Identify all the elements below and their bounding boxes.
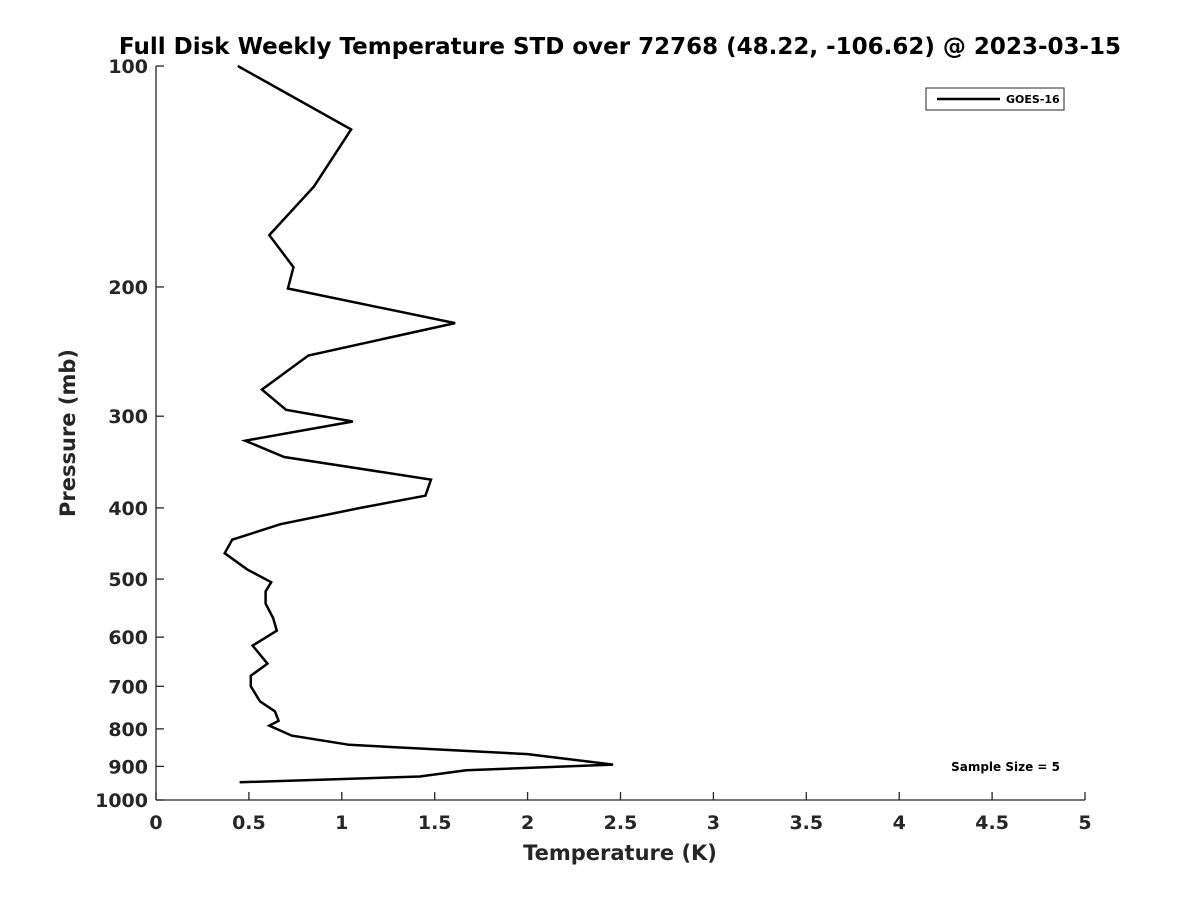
x-tick-label: 1	[335, 812, 348, 834]
y-tick-label: 1000	[95, 790, 148, 812]
x-tick-label: 4	[893, 812, 906, 834]
x-tick-label: 2	[521, 812, 534, 834]
x-tick-group: 0 0.5 1 1.5 2 2.5 3 3.5 4 4.5 5	[149, 792, 1092, 834]
plot-area: 0 0.5 1 1.5 2 2.5 3 3.5 4 4.5 5 100 200 300 400 500 600…	[95, 56, 1092, 834]
sample-size-annotation: Sample Size = 5	[951, 760, 1060, 774]
y-axis-label: Pressure (mb)	[56, 349, 80, 517]
x-tick-label: 2.5	[604, 812, 638, 834]
x-tick-label: 4.5	[975, 812, 1009, 834]
y-tick-group: 100 200 300 400 500 600 700 800 900 1000	[95, 56, 164, 812]
y-tick-label: 600	[108, 627, 148, 649]
series-layer	[223, 64, 614, 784]
x-tick-label: 0.5	[232, 812, 266, 834]
y-tick-label: 200	[108, 277, 148, 299]
x-tick-label: 0	[149, 812, 162, 834]
x-tick-label: 5	[1078, 812, 1091, 834]
chart-title: Full Disk Weekly Temperature STD over 72…	[119, 34, 1121, 60]
legend: GOES-16	[925, 87, 1065, 111]
series-line-goes-16	[223, 64, 614, 784]
y-tick-label: 400	[108, 498, 148, 520]
x-tick-label: 3	[707, 812, 720, 834]
y-tick-label: 500	[108, 569, 148, 591]
y-tick-label: 700	[108, 676, 148, 698]
x-tick-label: 3.5	[789, 812, 823, 834]
y-tick-label: 300	[108, 406, 148, 428]
y-tick-label: 900	[108, 756, 148, 778]
y-tick-label: 800	[108, 719, 148, 741]
x-tick-label: 1.5	[418, 812, 452, 834]
legend-label-goes-16: GOES-16	[1006, 93, 1060, 106]
x-axis-label: Temperature (K)	[523, 841, 717, 865]
y-tick-label: 100	[108, 56, 148, 78]
